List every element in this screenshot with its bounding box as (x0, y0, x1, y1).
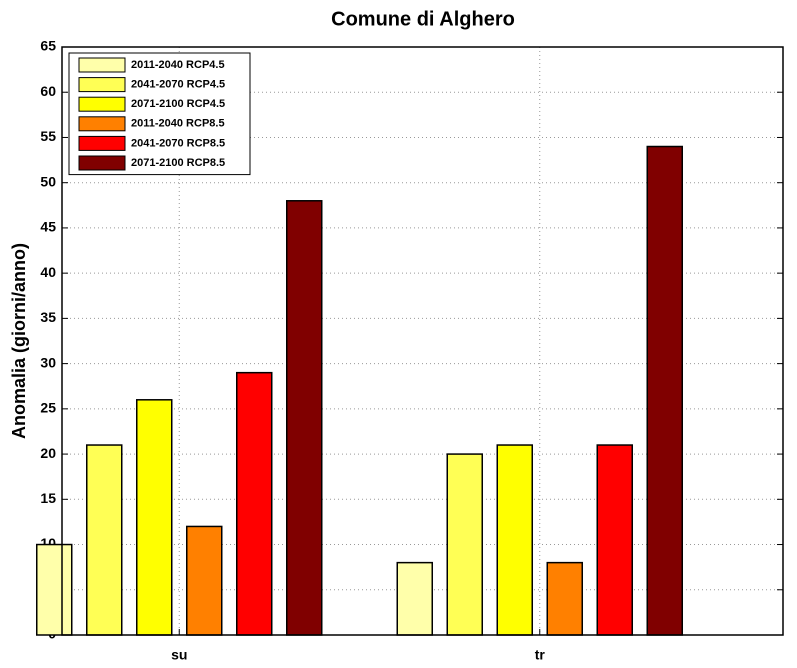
bar (446, 453, 483, 636)
plot-frame (61, 46, 784, 636)
legend-swatch (78, 135, 126, 151)
legend-label: 2011-2040 RCP4.5 (131, 59, 225, 71)
bar (646, 145, 683, 636)
y-tick-label: 65 (40, 38, 56, 54)
legend-swatch (78, 57, 126, 73)
y-tick-label: 30 (40, 354, 56, 370)
y-tick-label: 40 (40, 264, 56, 280)
bar (36, 543, 73, 636)
x-tick-label: su (171, 647, 187, 663)
y-tick-label: 55 (40, 128, 56, 144)
bar (496, 444, 533, 636)
y-tick-label: 20 (40, 445, 56, 461)
bar (596, 444, 633, 636)
legend-swatch (78, 96, 126, 112)
x-tick-label: tr (535, 647, 546, 663)
y-tick-label: 15 (40, 490, 56, 506)
legend-label: 2011-2040 RCP8.5 (131, 118, 225, 130)
y-axis-label: Anomalia (giorni/anno) (9, 243, 29, 439)
legend-swatch (78, 116, 126, 132)
bar (286, 200, 323, 636)
bar (86, 444, 123, 636)
y-tick-label: 35 (40, 309, 56, 325)
legend-label: 2041-2070 RCP8.5 (131, 137, 225, 149)
bar (236, 371, 273, 636)
bar (186, 525, 223, 636)
y-tick-label: 25 (40, 400, 56, 416)
y-tick-label: 50 (40, 173, 56, 189)
legend-label: 2071-2100 RCP4.5 (131, 98, 225, 110)
legend-box (68, 52, 251, 176)
legend-swatch (78, 77, 126, 93)
y-tick-label: 45 (40, 219, 56, 235)
bar (546, 561, 583, 636)
legend-label: 2041-2070 RCP4.5 (131, 79, 225, 91)
bar (136, 399, 173, 636)
legend-swatch (78, 155, 126, 171)
chart-title: Comune di Alghero (331, 8, 515, 30)
bar (396, 561, 433, 636)
y-tick-label: 60 (40, 83, 56, 99)
legend-label: 2071-2100 RCP8.5 (131, 157, 225, 169)
